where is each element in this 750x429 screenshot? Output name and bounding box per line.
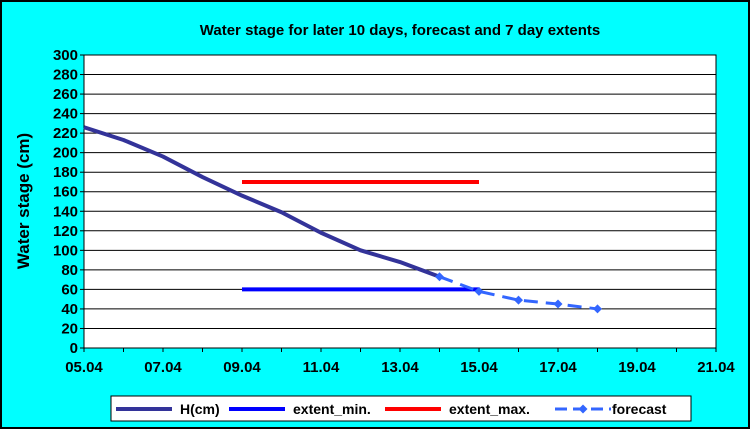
chart-title: Water stage for later 10 days, forecast …: [200, 22, 600, 39]
series-line-forecast: [438, 275, 598, 311]
x-tick-label: 09.04: [223, 359, 261, 376]
y-tick-label: 80: [61, 262, 78, 279]
y-tick-label: 160: [53, 184, 78, 201]
x-tick-label: 07.04: [144, 359, 182, 376]
y-tick-label: 140: [53, 203, 78, 220]
forecast-point: [514, 295, 523, 305]
y-tick-label: 180: [53, 164, 78, 181]
y-axis-label: Water stage (cm): [14, 133, 33, 269]
x-tick-label: 05.04: [65, 359, 103, 376]
forecast-point: [553, 299, 563, 309]
x-tick-label: 21.04: [697, 359, 735, 376]
y-tick-label: 100: [53, 242, 78, 259]
x-tick-label: 15.04: [460, 359, 498, 376]
legend-label: extent_min.: [293, 401, 371, 417]
legend-label: H(cm): [180, 401, 220, 417]
x-tick-label: 13.04: [381, 359, 419, 376]
x-tick-label: 17.04: [539, 359, 577, 376]
y-tick-label: 40: [61, 301, 78, 318]
legend-label: forecast: [612, 401, 667, 417]
x-axis-ticks: 05.04 07.04 09.04 11.04 13.04 15.04 17.04 19.04…: [65, 348, 735, 376]
y-tick-label: 240: [53, 106, 78, 123]
plot-area: [83, 54, 717, 349]
y-tick-label: 300: [53, 47, 78, 64]
y-tick-label: 220: [53, 125, 78, 142]
series-group: [83, 125, 602, 314]
y-tick-label: 200: [53, 145, 78, 162]
x-tick-label: 19.04: [618, 359, 656, 376]
series-line-h-cm: [83, 125, 441, 279]
legend: H(cm) extent_min. extent_max. forecast: [110, 395, 692, 422]
y-tick-label: 280: [53, 67, 78, 84]
y-axis-ticks: 0 20 40 60 80 100 120 140 160 180 200 220 240 260 280 3…: [53, 47, 84, 357]
y-tick-label: 120: [53, 223, 78, 240]
legend-label: extent_max.: [449, 401, 530, 417]
y-tick-label: 60: [61, 281, 78, 298]
x-tick-label: 11.04: [303, 359, 340, 376]
y-tick-label: 20: [61, 320, 78, 337]
forecast-point: [474, 286, 484, 296]
forecast-point: [435, 272, 444, 282]
y-tick-label: 0: [70, 340, 78, 357]
forecast-point: [593, 304, 602, 314]
legend-marker: [578, 404, 588, 414]
y-tick-label: 260: [53, 86, 78, 103]
